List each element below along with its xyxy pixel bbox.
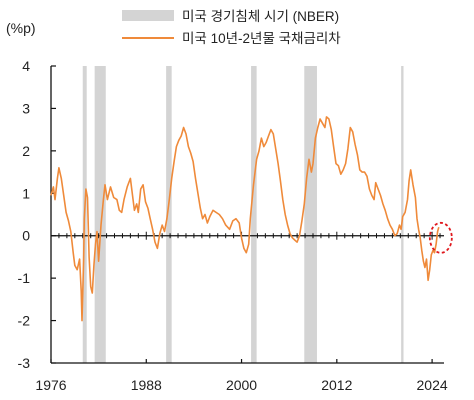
axes bbox=[50, 65, 444, 364]
recession-band-4 bbox=[251, 66, 257, 363]
y-tick-label: -1 bbox=[18, 270, 31, 286]
y-tick-label: -2 bbox=[18, 313, 31, 329]
legend: 미국 경기침체 시기 (NBER) 미국 10년-2년물 국채금리차 bbox=[122, 9, 341, 46]
y-tick-label: 0 bbox=[22, 228, 30, 244]
y-tick-label: 4 bbox=[22, 58, 30, 74]
series-line-1 bbox=[50, 116, 440, 322]
highlight-circle bbox=[428, 221, 453, 254]
x-tick-label: 2024 bbox=[417, 377, 448, 393]
series-group bbox=[50, 116, 440, 322]
y-tick-label: 3 bbox=[22, 100, 30, 116]
x-tick-label: 1988 bbox=[131, 377, 162, 393]
legend-swatch-recession bbox=[122, 10, 174, 21]
recession-band-5 bbox=[304, 66, 317, 363]
recession-band-6 bbox=[401, 66, 404, 363]
annotation bbox=[428, 221, 453, 254]
tick-labels: -3 -2 -1 0 1 2 3 4 1976 1988 2000 2012 2024 bbox=[18, 58, 448, 393]
y-tick-label: -3 bbox=[18, 355, 31, 371]
x-tick-label: 1976 bbox=[35, 377, 66, 393]
x-tick-label: 2000 bbox=[226, 377, 257, 393]
x-tick-label: 2012 bbox=[321, 377, 352, 393]
y-unit-label: (%p) bbox=[6, 20, 36, 36]
recession-band-3 bbox=[166, 66, 172, 363]
y-tick-label: 2 bbox=[22, 143, 30, 159]
recession-bands bbox=[82, 66, 404, 363]
legend-label-1: 미국 경기침체 시기 (NBER) bbox=[182, 9, 339, 24]
recession-band-2 bbox=[94, 66, 106, 363]
legend-label-2: 미국 10년-2년물 국채금리차 bbox=[182, 31, 341, 46]
y-tick-label: 1 bbox=[22, 185, 30, 201]
